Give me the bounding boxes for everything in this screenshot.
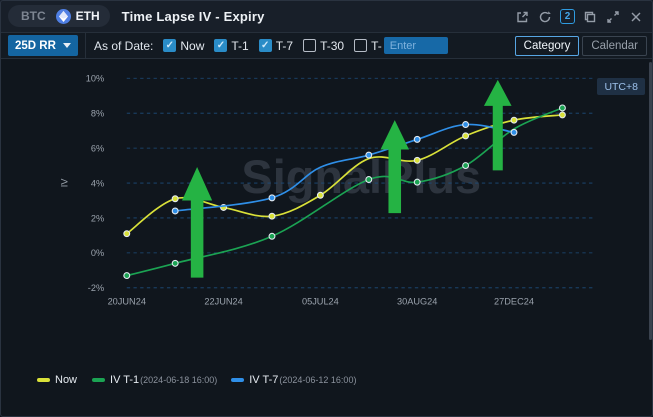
data-point[interactable]	[171, 207, 179, 215]
checkbox-t-custom-label: T-	[371, 38, 382, 53]
tab-calendar[interactable]: Calendar	[582, 36, 647, 56]
checkbox-t30-box[interactable]	[303, 39, 317, 52]
checkbox-t7-label: T-7	[275, 38, 294, 53]
legend-swatch-t7	[231, 378, 245, 382]
ethereum-icon	[55, 8, 71, 24]
up-arrow-annotation	[380, 120, 409, 214]
data-point[interactable]	[558, 111, 566, 119]
x-tick-label: 30AUG24	[397, 296, 437, 306]
data-point[interactable]	[462, 162, 470, 170]
checkbox-t1-label: T-1	[231, 38, 249, 53]
legend-label-now: Now	[55, 374, 78, 386]
open-in-new-icon[interactable]	[514, 9, 530, 25]
close-icon[interactable]	[628, 9, 644, 25]
checkbox-t-custom[interactable]: T-	[354, 39, 382, 53]
t-custom-days-input[interactable]	[383, 37, 448, 54]
tab-category[interactable]: Category	[514, 36, 580, 56]
legend-time-t7: (2024-06-12 16:00)	[279, 375, 357, 385]
as-of-date-label: As of Date:	[94, 38, 154, 53]
data-point[interactable]	[123, 230, 131, 238]
checkbox-t7-box[interactable]	[258, 39, 272, 52]
legend-swatch-now	[37, 378, 50, 382]
data-point[interactable]	[462, 132, 470, 140]
up-arrow-annotation	[483, 79, 512, 171]
chart-legend: Now IV T-1 (2024-06-18 16:00) IV T-7 (20…	[37, 371, 356, 389]
checkbox-t30[interactable]: T-30	[303, 39, 344, 53]
legend-item-t1[interactable]: IV T-1 (2024-06-18 16:00)	[92, 374, 217, 386]
page-title: Time Lapse IV - Expiry	[121, 8, 265, 24]
data-point[interactable]	[268, 232, 276, 240]
legend-swatch-t1	[92, 378, 106, 382]
window-controls: 2	[514, 0, 644, 33]
legend-label-t7: IV T-7	[249, 374, 279, 386]
checkbox-t30-label: T-30	[320, 38, 345, 53]
x-tick-label: 27DEC24	[494, 296, 534, 306]
duplicate-icon[interactable]	[582, 9, 598, 25]
legend-label-t1: IV T-1	[110, 374, 140, 386]
view-mode-switch: Category Calendar	[514, 36, 647, 56]
data-point[interactable]	[268, 194, 276, 202]
refresh-icon[interactable]	[537, 9, 553, 25]
data-point[interactable]	[123, 272, 131, 280]
expand-icon[interactable]	[605, 9, 621, 25]
data-point[interactable]	[558, 104, 566, 112]
y-tick-label: 0%	[91, 248, 104, 258]
y-tick-label: 4%	[91, 178, 104, 188]
vertical-scrollbar[interactable]	[649, 62, 652, 340]
checkbox-t7[interactable]: T-7	[258, 38, 294, 53]
y-tick-label: 10%	[86, 74, 104, 84]
data-point[interactable]	[510, 116, 518, 124]
data-point[interactable]	[365, 151, 373, 159]
y-axis-title: IV	[59, 178, 69, 188]
data-point[interactable]	[413, 156, 421, 164]
asset-toggle[interactable]: BTC ETH	[8, 5, 110, 27]
data-point[interactable]	[365, 176, 373, 184]
data-point[interactable]	[268, 212, 276, 220]
data-point[interactable]	[413, 178, 421, 186]
filter-bar: 25D RR As of Date: Now T-1 T-7 T-30 T- C…	[0, 32, 653, 59]
legend-item-now[interactable]: Now	[37, 374, 78, 386]
data-point[interactable]	[462, 121, 470, 129]
checkbox-t1-box[interactable]	[214, 39, 228, 52]
asset-option-eth-label: ETH	[75, 9, 100, 23]
y-tick-label: -2%	[88, 283, 104, 293]
x-tick-label: 20JUN24	[108, 296, 146, 306]
y-tick-label: 6%	[91, 143, 104, 153]
checkbox-now-box[interactable]	[163, 39, 177, 52]
layer-count-badge[interactable]: 2	[560, 9, 575, 24]
data-point[interactable]	[413, 135, 421, 143]
asset-option-eth[interactable]: ETH	[55, 8, 100, 24]
series-line-iv-t-1[interactable]	[125, 107, 564, 277]
checkbox-t-custom-box[interactable]	[354, 39, 368, 52]
y-tick-label: 8%	[91, 109, 104, 119]
x-tick-label: 22JUN24	[204, 296, 242, 306]
rr-dropdown[interactable]: 25D RR	[8, 35, 78, 56]
checkbox-now[interactable]: Now	[163, 39, 204, 53]
legend-item-t7[interactable]: IV T-7 (2024-06-12 16:00)	[231, 374, 356, 386]
divider	[85, 32, 86, 59]
data-point[interactable]	[316, 191, 324, 199]
title-bar: BTC ETH Time Lapse IV - Expiry 2	[0, 0, 653, 33]
x-tick-label: 05JUL24	[302, 296, 339, 306]
asset-option-btc[interactable]: BTC	[21, 9, 46, 23]
checkbox-t1[interactable]: T-1	[214, 38, 249, 53]
data-point[interactable]	[510, 128, 518, 136]
legend-time-t1: (2024-06-18 16:00)	[140, 375, 218, 385]
data-point[interactable]	[171, 259, 179, 267]
chevron-down-icon	[63, 43, 71, 48]
up-arrow-annotation	[182, 167, 213, 278]
rr-dropdown-value: 25D RR	[15, 39, 56, 52]
y-tick-label: 2%	[91, 213, 104, 223]
data-point[interactable]	[171, 195, 179, 203]
checkbox-now-label: Now	[180, 38, 205, 53]
timezone-badge: UTC+8	[597, 78, 645, 95]
